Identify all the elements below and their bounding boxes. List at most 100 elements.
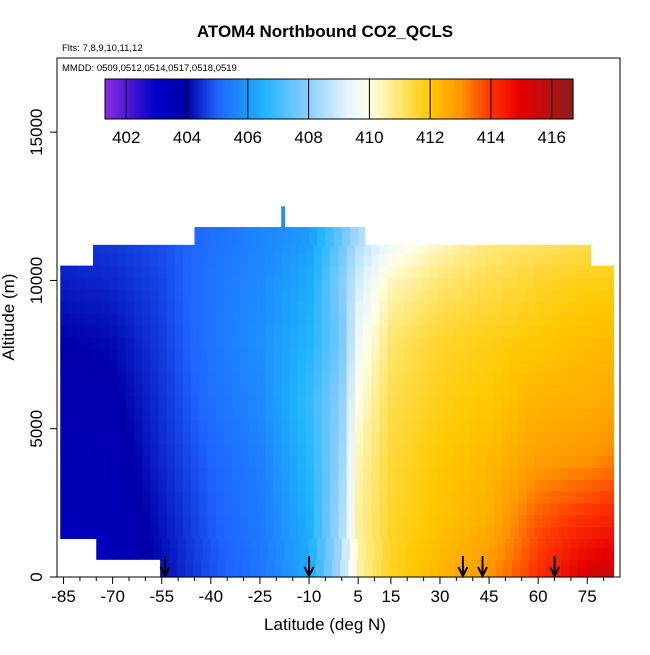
heatmap-cell bbox=[281, 479, 290, 492]
heatmap-cell bbox=[469, 490, 479, 504]
heatmap-cell bbox=[281, 313, 290, 326]
heatmap-cell bbox=[133, 407, 143, 421]
heatmap-cell bbox=[330, 407, 340, 421]
heatmap-cell bbox=[264, 244, 274, 255]
colorbar-swatch bbox=[279, 79, 282, 119]
heatmap-cell bbox=[379, 502, 389, 516]
heatmap-cell bbox=[412, 526, 421, 540]
heatmap-cell bbox=[346, 419, 356, 433]
heatmap-cell bbox=[109, 502, 119, 516]
heatmap-cell bbox=[158, 384, 168, 397]
heatmap-cell bbox=[330, 336, 340, 350]
heatmap-cell bbox=[420, 396, 430, 409]
heatmap-cell bbox=[502, 443, 511, 456]
heatmap-cell bbox=[583, 396, 593, 409]
x-tick-label: 60 bbox=[529, 587, 548, 606]
heatmap-cell bbox=[142, 407, 151, 421]
heatmap-cell bbox=[461, 313, 471, 326]
heatmap-cell bbox=[363, 490, 372, 504]
heatmap-cell bbox=[436, 313, 446, 326]
heatmap-cell bbox=[469, 419, 479, 433]
heatmap-cell bbox=[551, 455, 561, 468]
heatmap-cell bbox=[243, 538, 253, 548]
heatmap-cell bbox=[297, 372, 307, 385]
heatmap-cell bbox=[430, 559, 439, 566]
heatmap-cell bbox=[338, 455, 348, 468]
heatmap-cell bbox=[207, 253, 217, 267]
heatmap-cell bbox=[117, 514, 127, 528]
heatmap-cell bbox=[341, 547, 351, 560]
heatmap-cell bbox=[428, 348, 438, 362]
heatmap-cell bbox=[495, 559, 505, 566]
x-tick-label: 30 bbox=[431, 587, 450, 606]
heatmap-cell bbox=[199, 244, 209, 255]
heatmap-cell bbox=[497, 538, 507, 548]
heatmap-cell bbox=[403, 490, 413, 504]
heatmap-cell bbox=[168, 559, 178, 566]
heatmap-cell bbox=[387, 467, 397, 480]
heatmap-cell bbox=[76, 277, 86, 290]
heatmap-cell bbox=[76, 431, 86, 445]
heatmap-cell bbox=[526, 253, 536, 267]
heatmap-cell bbox=[510, 479, 520, 492]
heatmap-cell bbox=[84, 301, 94, 314]
heatmap-cell bbox=[567, 443, 577, 456]
heatmap-cell bbox=[363, 396, 372, 409]
colorbar-swatch bbox=[423, 79, 426, 119]
heatmap-cell bbox=[575, 336, 585, 350]
heatmap-cell bbox=[109, 455, 119, 468]
heatmap-cell bbox=[125, 360, 135, 373]
heatmap-cell bbox=[543, 360, 552, 373]
heatmap-cell bbox=[297, 467, 307, 480]
heatmap-cell bbox=[210, 227, 220, 234]
colorbar-swatch bbox=[543, 79, 546, 119]
heatmap-cell bbox=[317, 547, 326, 560]
heatmap-cell bbox=[471, 559, 480, 566]
heatmap-cell bbox=[289, 348, 299, 362]
heatmap-cell bbox=[485, 479, 495, 492]
heatmap-cell bbox=[133, 360, 143, 373]
heatmap-cell bbox=[608, 479, 615, 492]
colorbar-swatch bbox=[327, 79, 330, 119]
heatmap-cell bbox=[183, 372, 192, 385]
heatmap-cell bbox=[338, 277, 348, 290]
heatmap-cell bbox=[256, 407, 266, 421]
heatmap-cell bbox=[191, 419, 200, 433]
heatmap-cell bbox=[577, 565, 587, 578]
colorbar-swatch bbox=[533, 79, 536, 119]
heatmap-cell bbox=[232, 396, 241, 409]
heatmap-cell bbox=[223, 244, 233, 255]
heatmap-cell bbox=[191, 277, 200, 290]
heatmap-cell bbox=[403, 514, 413, 528]
heatmap-cell bbox=[395, 244, 405, 255]
heatmap-cell bbox=[322, 336, 331, 350]
heatmap-cell bbox=[60, 372, 70, 385]
heatmap-cell bbox=[313, 396, 323, 409]
heatmap-cell bbox=[349, 547, 359, 560]
heatmap-cell bbox=[166, 455, 176, 468]
x-tick-label: -70 bbox=[100, 587, 125, 606]
heatmap-cell bbox=[461, 419, 471, 433]
heatmap-cell bbox=[158, 253, 168, 267]
heatmap-cell bbox=[439, 547, 449, 560]
heatmap-cell bbox=[461, 336, 471, 350]
heatmap-cell bbox=[142, 490, 151, 504]
heatmap-cell bbox=[461, 301, 471, 314]
heatmap-cell bbox=[330, 455, 340, 468]
heatmap-cell bbox=[338, 514, 348, 528]
heatmap-cell bbox=[313, 372, 323, 385]
heatmap-cell bbox=[60, 431, 70, 445]
heatmap-cell bbox=[600, 479, 610, 492]
heatmap-cell bbox=[300, 232, 310, 246]
heatmap-cell bbox=[518, 479, 528, 492]
heatmap-cell bbox=[480, 538, 490, 548]
heatmap-cell bbox=[240, 384, 250, 397]
heatmap-cell bbox=[259, 232, 269, 246]
heatmap-cell bbox=[354, 360, 364, 373]
heatmap-cell bbox=[420, 455, 430, 468]
heatmap-cell bbox=[526, 244, 536, 255]
heatmap-cell bbox=[600, 396, 610, 409]
heatmap-cell bbox=[428, 301, 438, 314]
heatmap-cell bbox=[485, 277, 495, 290]
heatmap-cell bbox=[76, 324, 86, 338]
